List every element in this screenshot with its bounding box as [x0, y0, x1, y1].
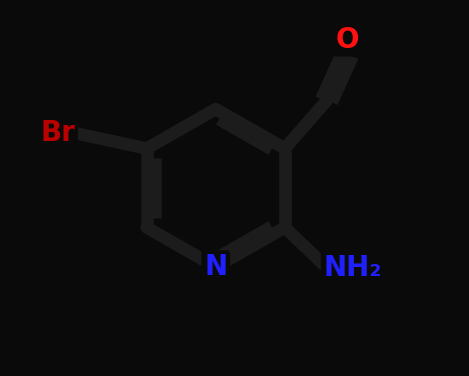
Text: Br: Br — [40, 120, 75, 147]
Text: N: N — [204, 253, 227, 281]
Text: NH₂: NH₂ — [324, 254, 382, 282]
Text: O: O — [336, 26, 359, 54]
